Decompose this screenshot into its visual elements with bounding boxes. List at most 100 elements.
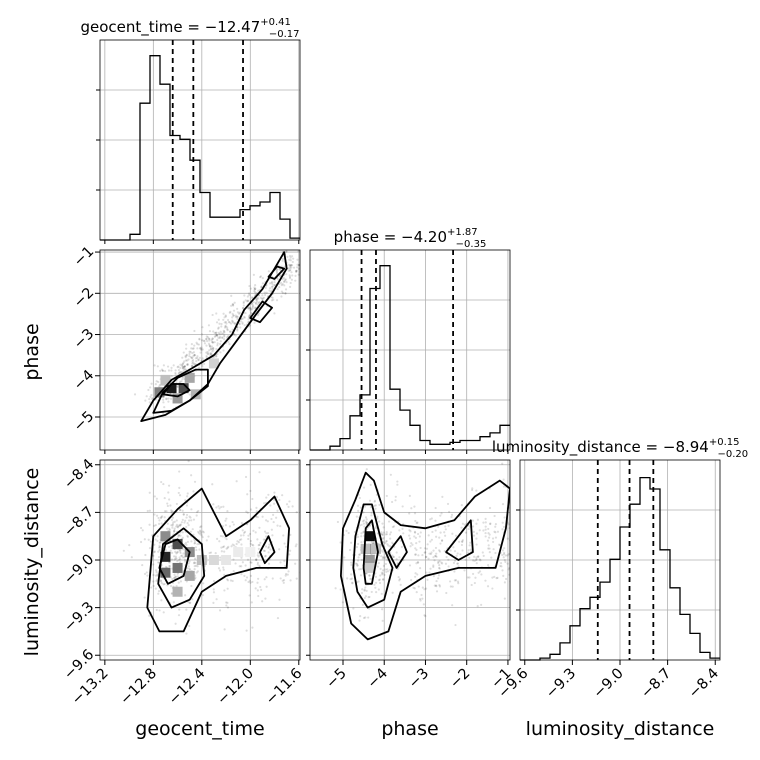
sample-point (249, 306, 252, 310)
sample-point (158, 549, 161, 552)
sample-point (178, 371, 181, 374)
sample-point (381, 569, 385, 572)
sample-point (219, 330, 222, 333)
sample-point (152, 573, 155, 577)
sample-point (187, 524, 190, 527)
sample-point (413, 530, 417, 533)
sample-point (160, 599, 163, 602)
sample-point (292, 257, 295, 260)
sample-point (384, 557, 387, 560)
sample-point (203, 340, 206, 343)
sample-point (210, 338, 213, 342)
sample-point (220, 546, 223, 549)
sample-point (261, 294, 264, 297)
sample-point (254, 284, 257, 287)
axes-frame (309, 249, 511, 451)
sample-point (186, 362, 189, 366)
sample-point (359, 574, 363, 577)
sample-point (188, 350, 191, 353)
sample-point (192, 562, 196, 565)
sample-point (164, 565, 168, 569)
sample-point (441, 562, 444, 565)
sample-point (148, 401, 151, 404)
sample-point (490, 556, 493, 559)
sample-point (155, 579, 158, 582)
sample-point (166, 522, 169, 525)
sample-point (219, 534, 223, 538)
sample-point (511, 490, 513, 492)
sample-point (249, 311, 253, 314)
sample-point (130, 556, 133, 559)
sample-point (201, 536, 204, 539)
ylabel-phase: phase (21, 323, 43, 380)
sample-point (311, 266, 313, 268)
sample-point (255, 558, 258, 562)
sample-point (188, 352, 191, 356)
sample-point (435, 590, 439, 593)
sample-point (226, 318, 230, 322)
sample-point (191, 598, 194, 601)
sample-point (176, 550, 179, 554)
sample-point (179, 363, 182, 366)
sample-point (425, 547, 429, 550)
sample-point (358, 524, 361, 527)
sample-point (259, 296, 262, 299)
sample-point (506, 537, 509, 540)
sample-point (233, 322, 236, 325)
sample-point (381, 533, 384, 537)
sample-point (385, 533, 389, 536)
sample-point (287, 267, 290, 270)
sample-point (415, 591, 418, 594)
sample-point (463, 523, 466, 526)
sample-point (157, 385, 161, 388)
sample-point (414, 553, 417, 556)
sample-point (417, 532, 420, 536)
sample-point (284, 278, 287, 282)
sample-point (253, 291, 257, 294)
sample-point (171, 510, 174, 513)
sample-point (336, 520, 340, 524)
xlabel-geocent-time: geocent_time (135, 718, 264, 740)
sample-point (207, 352, 210, 355)
sample-point (456, 580, 460, 583)
sample-point (350, 563, 353, 567)
sample-point (350, 573, 353, 576)
sample-point (370, 511, 373, 514)
sample-point (226, 546, 229, 549)
sample-point (217, 331, 220, 334)
sample-point (209, 348, 213, 351)
sample-point (432, 565, 435, 568)
sample-point (236, 317, 239, 321)
sample-point (181, 362, 185, 366)
sample-point (374, 526, 378, 530)
sample-point (381, 537, 384, 541)
sample-point (222, 318, 225, 321)
sample-point (243, 531, 246, 534)
sample-point (361, 603, 364, 606)
sample-point (255, 300, 259, 303)
sample-point (162, 401, 165, 404)
sample-point (267, 493, 270, 496)
sample-point (199, 351, 202, 354)
sample-point (200, 333, 204, 336)
sample-point (221, 332, 225, 335)
sample-point (219, 351, 222, 354)
sample-point (272, 298, 275, 301)
sample-point (250, 561, 253, 564)
sample-point (295, 269, 298, 273)
sample-point (185, 347, 188, 350)
sample-point (515, 548, 517, 550)
sample-point (502, 553, 506, 556)
sample-point (285, 250, 288, 253)
sample-point (182, 351, 185, 354)
sample-point (475, 543, 478, 546)
sample-point (283, 280, 286, 283)
sample-point (487, 544, 490, 547)
sample-point (208, 551, 211, 555)
sample-point (196, 347, 199, 350)
sample-point (398, 579, 401, 582)
sample-point (201, 339, 204, 342)
sample-point (373, 504, 376, 508)
sample-point (195, 510, 199, 514)
sample-point (159, 516, 163, 520)
